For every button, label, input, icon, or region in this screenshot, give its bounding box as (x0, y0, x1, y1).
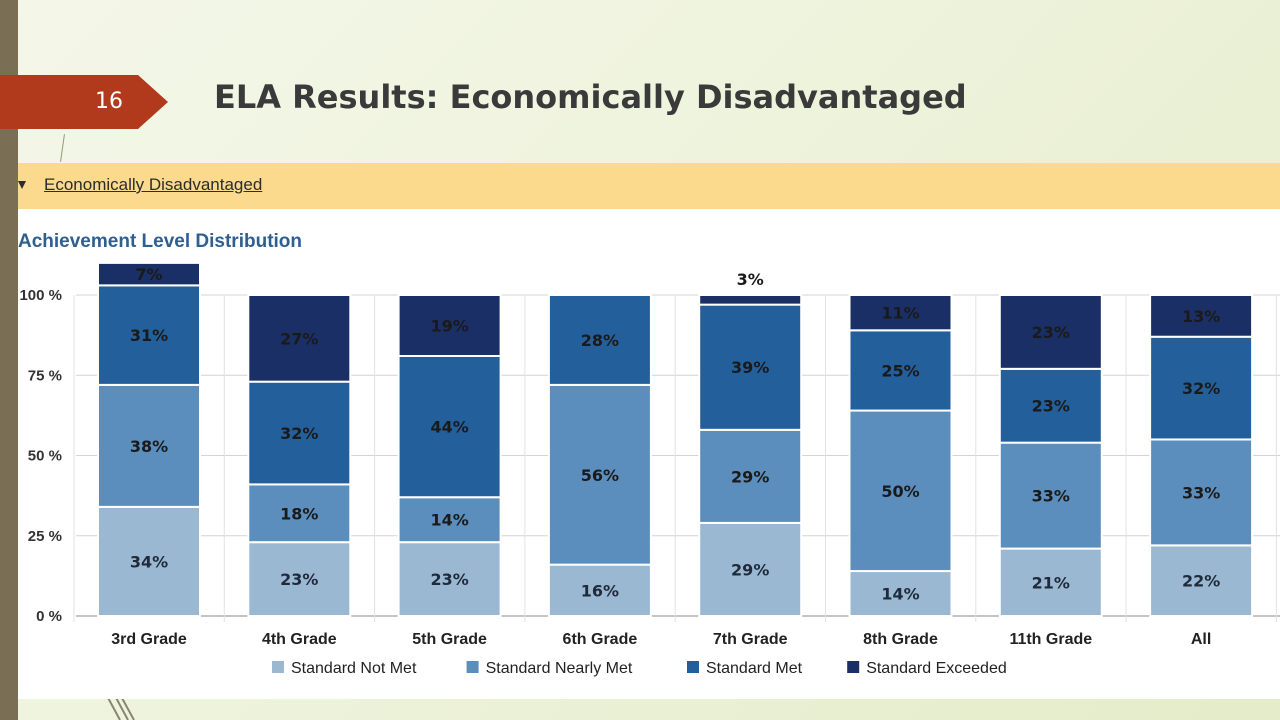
data-label: 18% (280, 504, 318, 523)
bar-segment (247, 294, 352, 383)
data-label: 28% (581, 331, 619, 350)
bar-segment (1149, 335, 1254, 441)
legend-label: Standard Exceeded (866, 660, 1007, 677)
data-label: 23% (1032, 397, 1070, 416)
y-tick-label: 100 % (19, 287, 62, 304)
data-label: 13% (1182, 307, 1220, 326)
x-category-label: 5th Grade (412, 631, 487, 648)
collapse-arrow-icon[interactable] (18, 181, 26, 189)
legend-label: Standard Nearly Met (486, 660, 633, 677)
data-label: 44% (430, 418, 468, 437)
bar-segment (547, 294, 652, 386)
legend-swatch (272, 661, 284, 673)
data-label: 31% (130, 326, 168, 345)
bar-segment (848, 570, 953, 617)
left-accent-bar (0, 0, 18, 720)
bar-segment (397, 294, 502, 357)
slide-number: 16 (95, 89, 123, 114)
bar-segment (97, 261, 201, 287)
data-label: 50% (881, 482, 919, 501)
x-category-label: 6th Grade (563, 631, 638, 648)
bar-segment (698, 428, 803, 524)
chart-panel: Economically Disadvantaged Achievement L… (18, 163, 1280, 699)
x-category-label: 7th Grade (713, 631, 788, 648)
data-label: 23% (1032, 323, 1070, 342)
legend-swatch (687, 661, 699, 673)
y-tick-label: 75 % (28, 367, 62, 384)
data-label: 3% (737, 270, 764, 289)
data-label: 19% (430, 316, 468, 335)
bar-segment (698, 521, 803, 617)
y-tick-label: 0 % (36, 608, 62, 625)
data-label: 22% (1182, 572, 1220, 591)
x-category-label: All (1191, 631, 1211, 648)
data-label: 32% (280, 424, 318, 443)
data-label: 33% (1182, 483, 1220, 502)
data-label: 14% (881, 585, 919, 604)
legend-label: Standard Met (706, 660, 803, 677)
stacked-bar-chart: 0 % 25 % 50 % 75 % 100 % 34% 38% 31% 7% 3rd Grade… (19, 261, 1280, 677)
data-label: 29% (731, 467, 769, 486)
data-label: 16% (581, 581, 619, 600)
data-label: 34% (130, 552, 168, 571)
section-title: Achievement Level Distribution (18, 231, 303, 252)
group-link[interactable]: Economically Disadvantaged (44, 175, 263, 194)
bar-segment (998, 441, 1103, 550)
data-label: 32% (1182, 379, 1220, 398)
data-label: 23% (280, 570, 318, 589)
bar-segment (397, 541, 502, 618)
data-label: 39% (731, 358, 769, 377)
bar-segment (998, 367, 1103, 444)
decorative-line (60, 134, 65, 162)
data-label: 7% (135, 265, 162, 284)
bar-segment (698, 303, 803, 431)
bar-segment (848, 294, 953, 332)
slide-number-tab (0, 75, 168, 129)
slide-title: ELA Results: Economically Disadvantaged (214, 78, 967, 116)
x-category-label: 8th Grade (863, 631, 938, 648)
legend-label: Standard Not Met (291, 660, 417, 677)
y-tick-label: 50 % (28, 448, 62, 465)
bar-segment (97, 505, 201, 617)
bar-segment (1149, 438, 1254, 547)
data-label: 29% (731, 560, 769, 579)
bar-segment (698, 294, 803, 306)
x-category-label: 3rd Grade (111, 631, 187, 648)
bar-segment (247, 380, 352, 486)
data-label: 21% (1032, 573, 1070, 592)
data-label: 38% (130, 437, 168, 456)
data-label: 11% (881, 304, 919, 323)
data-label: 14% (430, 511, 468, 530)
panel-header: Economically Disadvantaged (18, 163, 1280, 209)
legend-swatch (466, 661, 479, 673)
bar-segment (998, 294, 1103, 370)
data-label: 56% (581, 466, 619, 485)
y-tick-label: 25 % (28, 528, 62, 545)
data-label: 27% (280, 329, 318, 348)
legend-swatch (847, 661, 860, 673)
bar-segment (1149, 294, 1254, 338)
data-label: 23% (430, 570, 468, 589)
x-category-label: 4th Grade (262, 631, 337, 648)
bar-segment (848, 409, 953, 573)
x-category-label: 11th Grade (1009, 631, 1092, 648)
data-label: 33% (1032, 487, 1070, 506)
data-label: 25% (881, 361, 919, 380)
bar-segment (547, 563, 652, 618)
bar-segment (397, 496, 502, 544)
